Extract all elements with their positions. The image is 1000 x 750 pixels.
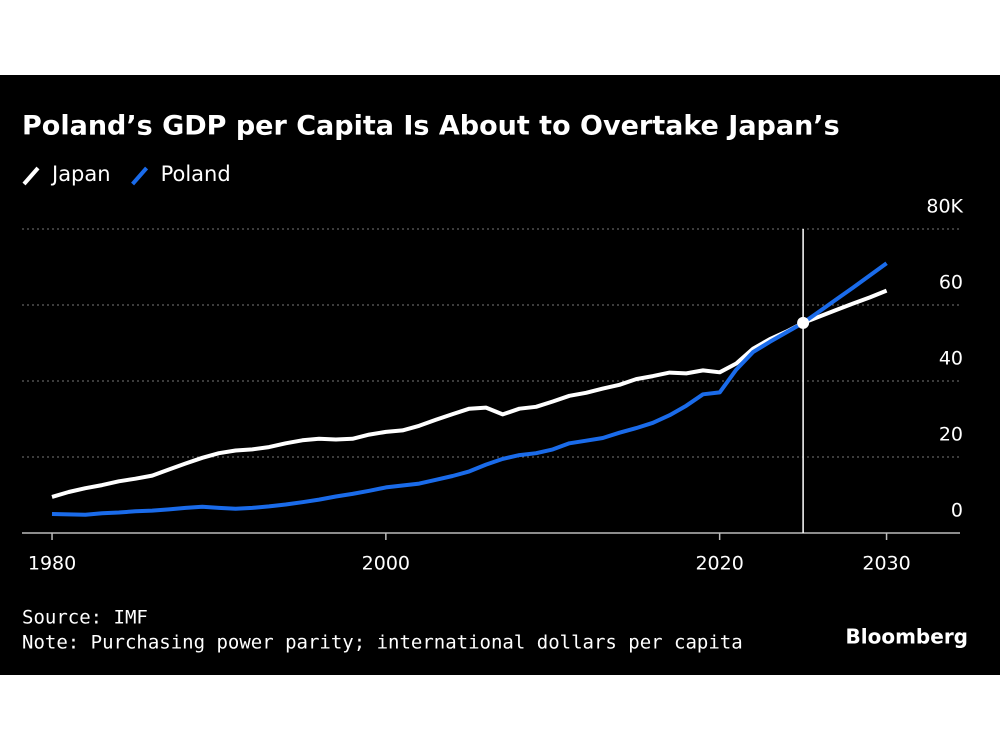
x-tick-label: 2020 xyxy=(695,553,743,575)
background xyxy=(0,75,1000,675)
crossing-dot xyxy=(797,316,810,329)
x-tick-label: 2000 xyxy=(362,553,410,575)
legend-label: Poland xyxy=(161,162,231,186)
y-tick-label: 0 xyxy=(951,500,963,522)
legend-swatch xyxy=(22,166,40,186)
legend-label: Japan xyxy=(50,162,111,186)
brand: Bloomberg xyxy=(846,625,968,649)
chart-title: Poland’s GDP per Capita Is About to Over… xyxy=(22,111,840,142)
series-line xyxy=(51,288,888,499)
y-tick-label: 40 xyxy=(939,348,963,370)
x-tick-label: 1980 xyxy=(28,553,76,575)
x-tick-label: 2030 xyxy=(862,553,910,575)
series-line xyxy=(51,261,888,517)
y-tick-label: 20 xyxy=(939,424,963,446)
y-tick-label: 80K xyxy=(926,196,963,218)
y-tick-label: 60 xyxy=(939,272,963,294)
source: Source: IMF xyxy=(22,607,148,629)
note: Note: Purchasing power parity; internati… xyxy=(22,632,743,654)
legend-swatch xyxy=(131,166,149,186)
